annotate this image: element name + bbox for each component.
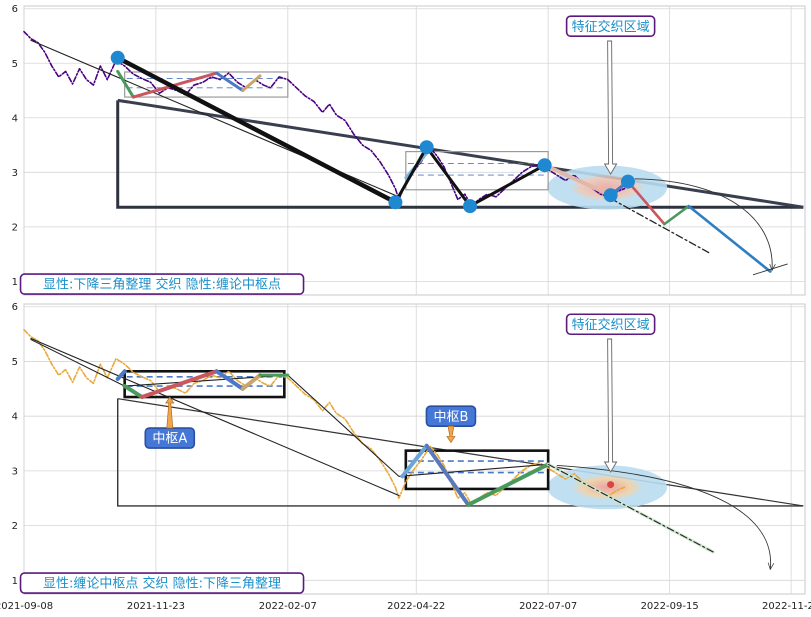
price-series-line xyxy=(23,328,626,506)
wave-segment xyxy=(241,74,262,93)
descending-resistance-line xyxy=(117,398,804,507)
pivot-point xyxy=(388,195,403,210)
curved-arrow xyxy=(634,178,772,271)
wave-segment xyxy=(424,443,471,507)
pivot-point xyxy=(603,188,618,203)
plot-area xyxy=(23,5,806,296)
price-series-line xyxy=(23,30,626,207)
y-tick-label: 4 xyxy=(12,412,18,423)
x-tick-label: 2022-11-24 xyxy=(762,601,811,612)
projection-segment xyxy=(663,204,691,226)
hub-pointer-arrow xyxy=(165,396,175,429)
pivot-point xyxy=(537,158,552,173)
interweave-region-glow xyxy=(547,165,668,210)
wave-segment xyxy=(466,462,551,507)
wave-segment xyxy=(131,71,219,99)
annotation-label: 特征交织区域 xyxy=(572,317,650,333)
x-tick-label: 2022-02-07 xyxy=(259,601,317,612)
interweave-center-dot xyxy=(607,481,615,489)
wave-segment xyxy=(215,71,245,93)
wave-segment xyxy=(214,369,245,391)
annotation-box xyxy=(565,15,656,37)
annotation-label: 显性:下降三角整理 交织 隐性:缠论中枢点 xyxy=(43,277,281,293)
hub-label: 中枢A xyxy=(152,432,187,447)
x-tick-label: 2021-11-23 xyxy=(127,601,185,612)
feature-callout-arrow xyxy=(603,40,618,175)
feature-callout-arrow xyxy=(603,338,618,473)
projection-segment xyxy=(626,180,666,226)
x-tick-label: 2022-09-15 xyxy=(641,601,699,612)
wave-segment xyxy=(116,69,135,99)
y-tick-label: 3 xyxy=(12,168,18,179)
annotation-label: 显性:缠论中枢点 交织 隐性:下降三角整理 xyxy=(43,576,281,592)
plot-area xyxy=(23,303,806,595)
y-tick-label: 5 xyxy=(12,357,18,368)
projection-segment xyxy=(687,204,772,273)
y-tick-label: 1 xyxy=(12,576,18,587)
y-tick-label: 6 xyxy=(12,4,18,15)
y-tick-label: 2 xyxy=(12,222,18,233)
projection-dashdot-line xyxy=(609,197,711,254)
y-tick-label: 2 xyxy=(12,521,18,532)
wave-segment xyxy=(542,163,613,198)
y-tick-label: 5 xyxy=(12,59,18,70)
wave-segment xyxy=(140,369,219,400)
x-tick-label: 2022-07-07 xyxy=(519,601,577,612)
wave-segment xyxy=(400,443,429,479)
upper-trend-line xyxy=(30,337,400,497)
wave-segment xyxy=(122,384,145,400)
hub-pointer-arrow xyxy=(446,425,456,444)
wave-segment xyxy=(240,373,263,391)
chart-panel-2: 1 2 3 4 5 6 2021-09-08 2021-11-23 2022-02-07 2022… xyxy=(0,302,811,612)
projection-dashdot-line xyxy=(547,463,714,553)
major-down-stroke xyxy=(115,55,398,205)
pivot-point xyxy=(620,174,635,189)
annotation-box xyxy=(19,572,305,594)
x-tick-label: 2022-04-22 xyxy=(387,601,445,612)
hub-label: 中枢B xyxy=(433,410,468,425)
annotation-box xyxy=(565,313,656,336)
curved-arrow xyxy=(556,464,771,569)
pivot-point xyxy=(463,199,478,214)
annotation-label: 特征交织区域 xyxy=(572,19,650,35)
y-tick-label: 1 xyxy=(12,277,18,288)
pivot-point xyxy=(110,50,125,65)
x-tick-label: 2021-09-08 xyxy=(0,601,53,612)
y-tick-label: 6 xyxy=(12,302,18,313)
y-tick-label: 3 xyxy=(12,466,18,477)
y-tick-label: 4 xyxy=(12,113,18,124)
triangle-outline xyxy=(116,100,804,209)
annotation-box xyxy=(19,273,305,295)
pivot-point xyxy=(419,140,434,155)
triangle-outline xyxy=(117,398,804,507)
wave-segment xyxy=(115,369,127,381)
arrow-tick xyxy=(752,263,788,276)
